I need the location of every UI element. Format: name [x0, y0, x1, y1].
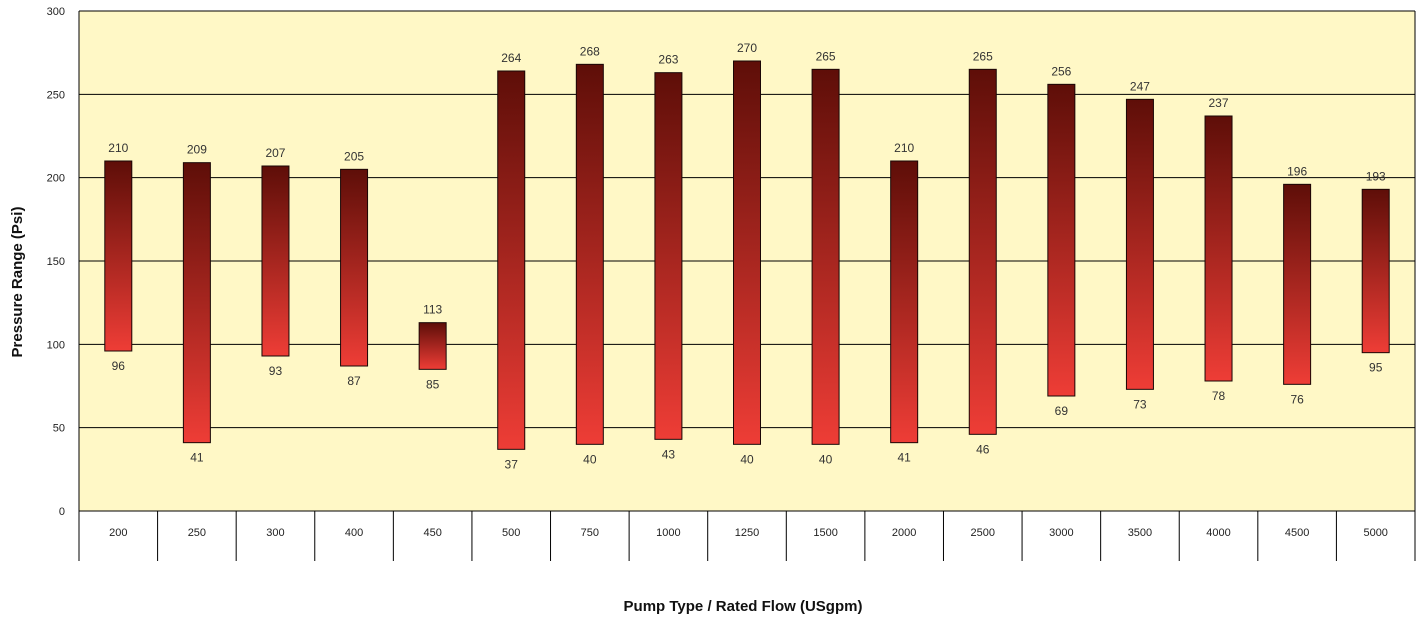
- data-label-high: 270: [737, 41, 757, 55]
- range-bar: [104, 160, 133, 352]
- x-category-label: 3500: [1128, 527, 1152, 539]
- data-label-high: 263: [658, 53, 678, 67]
- y-tick-label: 150: [47, 256, 65, 268]
- data-label-high: 210: [894, 141, 914, 155]
- x-category-label: 5000: [1363, 527, 1387, 539]
- x-category-label: 450: [423, 527, 441, 539]
- range-bar: [654, 72, 683, 440]
- data-label-high: 196: [1287, 164, 1307, 178]
- y-tick-label: 300: [47, 6, 65, 18]
- x-category-label: 500: [502, 527, 520, 539]
- range-bar: [1125, 98, 1154, 390]
- data-label-high: 264: [501, 51, 521, 65]
- data-label-high: 268: [580, 44, 600, 58]
- data-label-low: 37: [505, 457, 519, 471]
- data-label-low: 76: [1290, 392, 1304, 406]
- data-label-high: 209: [187, 143, 207, 157]
- x-category-label: 4500: [1285, 527, 1309, 539]
- data-label-low: 96: [112, 359, 126, 373]
- data-labels: 210 96 209 41 207 93 205 87 113 85 264 37 268 40 263 43…: [108, 41, 1386, 471]
- x-category-label: 200: [109, 527, 127, 539]
- x-category-label: 2000: [892, 527, 916, 539]
- data-label-high: 265: [816, 49, 836, 63]
- data-label-high: 237: [1209, 96, 1229, 110]
- x-category-label: 2500: [971, 527, 995, 539]
- range-bar: [1047, 83, 1076, 397]
- y-axis-ticks: 0 50 100 150 200 250 300: [47, 6, 65, 518]
- data-label-low: 87: [347, 374, 361, 388]
- y-tick-label: 250: [47, 89, 65, 101]
- x-category-label: 400: [345, 527, 363, 539]
- bars: [104, 60, 1390, 450]
- y-axis-title: Pressure Range (Psi): [9, 207, 26, 358]
- range-bar: [968, 68, 997, 435]
- data-label-low: 40: [740, 452, 754, 466]
- data-label-high: 205: [344, 149, 364, 163]
- y-tick-label: 200: [47, 173, 65, 185]
- data-label-low: 78: [1212, 389, 1226, 403]
- range-bar: [497, 70, 526, 450]
- data-label-high: 247: [1130, 79, 1150, 93]
- x-category-label: 1500: [813, 527, 837, 539]
- x-category-label: 250: [188, 527, 206, 539]
- range-bar: [1204, 115, 1233, 382]
- y-tick-label: 50: [53, 423, 65, 435]
- range-bar: [418, 322, 447, 370]
- x-category-label: 300: [266, 527, 284, 539]
- x-category-label: 4000: [1206, 527, 1230, 539]
- data-label-low: 95: [1369, 361, 1383, 375]
- data-label-high: 193: [1366, 169, 1386, 183]
- data-label-low: 40: [819, 452, 833, 466]
- data-label-low: 41: [897, 451, 911, 465]
- y-tick-label: 100: [47, 339, 65, 351]
- data-label-high: 207: [265, 146, 285, 160]
- x-category-label: 750: [581, 527, 599, 539]
- x-axis-title: Pump Type / Rated Flow (USgpm): [624, 598, 863, 615]
- range-bar: [890, 160, 919, 444]
- x-category-label: 1250: [735, 527, 759, 539]
- data-label-high: 210: [108, 141, 128, 155]
- range-bar: [575, 63, 604, 445]
- x-category-label: 1000: [656, 527, 680, 539]
- y-tick-label: 0: [59, 506, 65, 518]
- data-label-low: 69: [1055, 404, 1069, 418]
- range-bar: [340, 168, 369, 367]
- data-label-low: 41: [190, 451, 204, 465]
- range-bar: [182, 162, 211, 444]
- data-label-low: 43: [662, 447, 676, 461]
- category-table: 200 250 300 400 450 500 750 1000 1250 1500 2000 250…: [78, 511, 1416, 561]
- range-bar: [261, 165, 290, 357]
- range-bar: [1361, 188, 1390, 354]
- range-bar: [733, 60, 761, 445]
- data-label-low: 40: [583, 452, 597, 466]
- data-label-low: 93: [269, 364, 283, 378]
- data-label-high: 113: [423, 303, 442, 317]
- data-label-low: 46: [976, 442, 990, 456]
- data-label-low: 85: [426, 377, 440, 391]
- range-bar: [1283, 183, 1312, 385]
- data-label-low: 73: [1133, 397, 1147, 411]
- x-category-label: 3000: [1049, 527, 1073, 539]
- data-label-high: 265: [973, 49, 993, 63]
- range-bar: [811, 68, 840, 445]
- data-label-high: 256: [1051, 64, 1071, 78]
